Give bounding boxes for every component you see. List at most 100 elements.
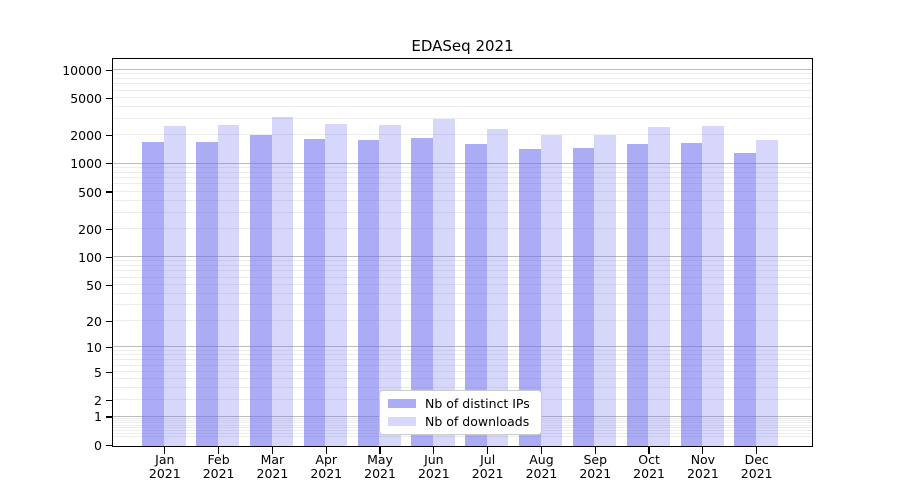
gridline xyxy=(113,350,812,352)
x-tick-label-month: Sep xyxy=(583,452,608,467)
bar-downloads xyxy=(325,123,348,446)
x-tick-mark xyxy=(271,447,273,454)
y-tick-mark xyxy=(105,256,112,258)
gridline xyxy=(113,255,812,257)
x-tick-label: Nov 2021 xyxy=(671,453,735,480)
x-tick-label: Mar 2021 xyxy=(240,453,304,480)
x-tick-label-year: 2021 xyxy=(633,465,665,481)
y-tick-mark xyxy=(105,135,112,137)
gridline xyxy=(113,134,812,136)
y-tick-label: 1 xyxy=(94,409,102,425)
gridline xyxy=(113,183,812,185)
gridline xyxy=(113,292,812,294)
gridline xyxy=(113,199,812,201)
y-tick-label: 500 xyxy=(78,184,102,200)
x-tick-mark xyxy=(433,447,435,454)
bar-distinct-ips xyxy=(572,148,595,446)
y-tick-label: 0 xyxy=(94,437,102,453)
gridline xyxy=(113,177,812,179)
x-tick-label: Jun 2021 xyxy=(402,453,466,480)
bar-distinct-ips xyxy=(142,141,164,446)
gridline xyxy=(113,190,812,192)
x-tick-mark xyxy=(648,447,650,454)
gridline xyxy=(113,166,812,168)
gridline xyxy=(113,378,812,380)
y-tick-label: 10000 xyxy=(62,62,102,78)
gridline xyxy=(113,89,812,91)
bar-distinct-ips xyxy=(357,140,380,446)
x-tick-label-year: 2021 xyxy=(202,465,235,481)
x-tick-label-year: 2021 xyxy=(148,465,181,481)
y-tick-label: 1000 xyxy=(70,156,102,172)
x-tick-mark xyxy=(756,447,758,454)
gridline xyxy=(113,319,812,321)
legend-label-distinct-ips: Nb of distinct IPs xyxy=(425,395,530,411)
x-tick-label: Apr 2021 xyxy=(294,453,358,480)
x-tick-label-year: 2021 xyxy=(364,465,396,481)
gridline xyxy=(113,211,812,213)
gridline xyxy=(113,260,812,262)
y-tick-mark xyxy=(105,399,112,402)
legend-label-downloads: Nb of downloads xyxy=(425,413,530,429)
gridline xyxy=(113,162,812,164)
x-tick-mark xyxy=(379,447,381,454)
x-tick-label-year: 2021 xyxy=(686,465,719,481)
bar-downloads xyxy=(217,125,240,446)
gridline xyxy=(113,304,812,306)
gridline xyxy=(113,370,812,372)
gridline xyxy=(113,276,812,278)
x-tick-label-year: 2021 xyxy=(579,465,612,481)
legend-item-downloads: Nb of downloads xyxy=(388,413,533,429)
gridline xyxy=(113,97,812,99)
x-tick-label-month: Feb xyxy=(207,452,230,467)
x-tick-label-month: Jun xyxy=(424,452,444,467)
y-tick-label: 5000 xyxy=(70,90,102,106)
x-tick-label-year: 2021 xyxy=(310,465,343,481)
gridline xyxy=(113,283,812,285)
x-tick-label-year: 2021 xyxy=(740,465,773,481)
x-tick-label: Jul 2021 xyxy=(456,453,520,480)
gridline xyxy=(113,264,812,266)
x-tick-label-year: 2021 xyxy=(471,465,504,481)
gridline xyxy=(113,354,812,356)
y-tick-label: 5 xyxy=(94,364,102,380)
bar-distinct-ips xyxy=(411,138,434,446)
plot-area: Nb of distinct IPs Nb of downloads xyxy=(112,58,813,447)
bar-downloads xyxy=(702,125,724,446)
x-tick-mark xyxy=(594,447,596,454)
bar-distinct-ips xyxy=(250,134,272,446)
x-tick-mark xyxy=(702,447,704,454)
y-tick-mark xyxy=(105,228,112,230)
y-tick-label: 2 xyxy=(94,392,102,408)
x-tick-label: Aug 2021 xyxy=(509,453,573,480)
y-tick-mark xyxy=(105,346,112,349)
bar-downloads xyxy=(379,124,401,446)
gridline xyxy=(113,106,812,108)
x-tick-label-month: Apr xyxy=(315,452,338,467)
gridline xyxy=(113,346,812,348)
x-tick-label-month: Jul xyxy=(480,452,496,467)
bar-distinct-ips xyxy=(626,143,649,446)
bar-distinct-ips xyxy=(196,142,218,446)
gridline xyxy=(113,117,812,119)
bar-downloads xyxy=(271,116,294,446)
bar-downloads xyxy=(164,125,186,446)
y-tick-mark xyxy=(105,371,112,373)
x-tick-label-month: Dec xyxy=(744,452,769,467)
y-tick-mark xyxy=(105,69,112,71)
gridline xyxy=(113,270,812,272)
x-tick-mark xyxy=(540,447,543,454)
x-tick-label: Feb 2021 xyxy=(187,453,251,480)
y-tick-mark xyxy=(105,320,112,322)
bar-distinct-ips xyxy=(680,142,703,446)
y-tick-mark xyxy=(105,284,112,286)
x-tick-label-year: 2021 xyxy=(525,465,558,481)
legend-swatch-distinct-ips xyxy=(388,398,416,409)
gridline xyxy=(113,359,812,361)
x-tick-label: Dec 2021 xyxy=(725,453,789,480)
x-tick-label: Jan 2021 xyxy=(133,453,197,480)
bar-distinct-ips xyxy=(734,152,756,446)
x-tick-label-month: Oct xyxy=(638,452,660,467)
bar-distinct-ips xyxy=(465,143,487,446)
